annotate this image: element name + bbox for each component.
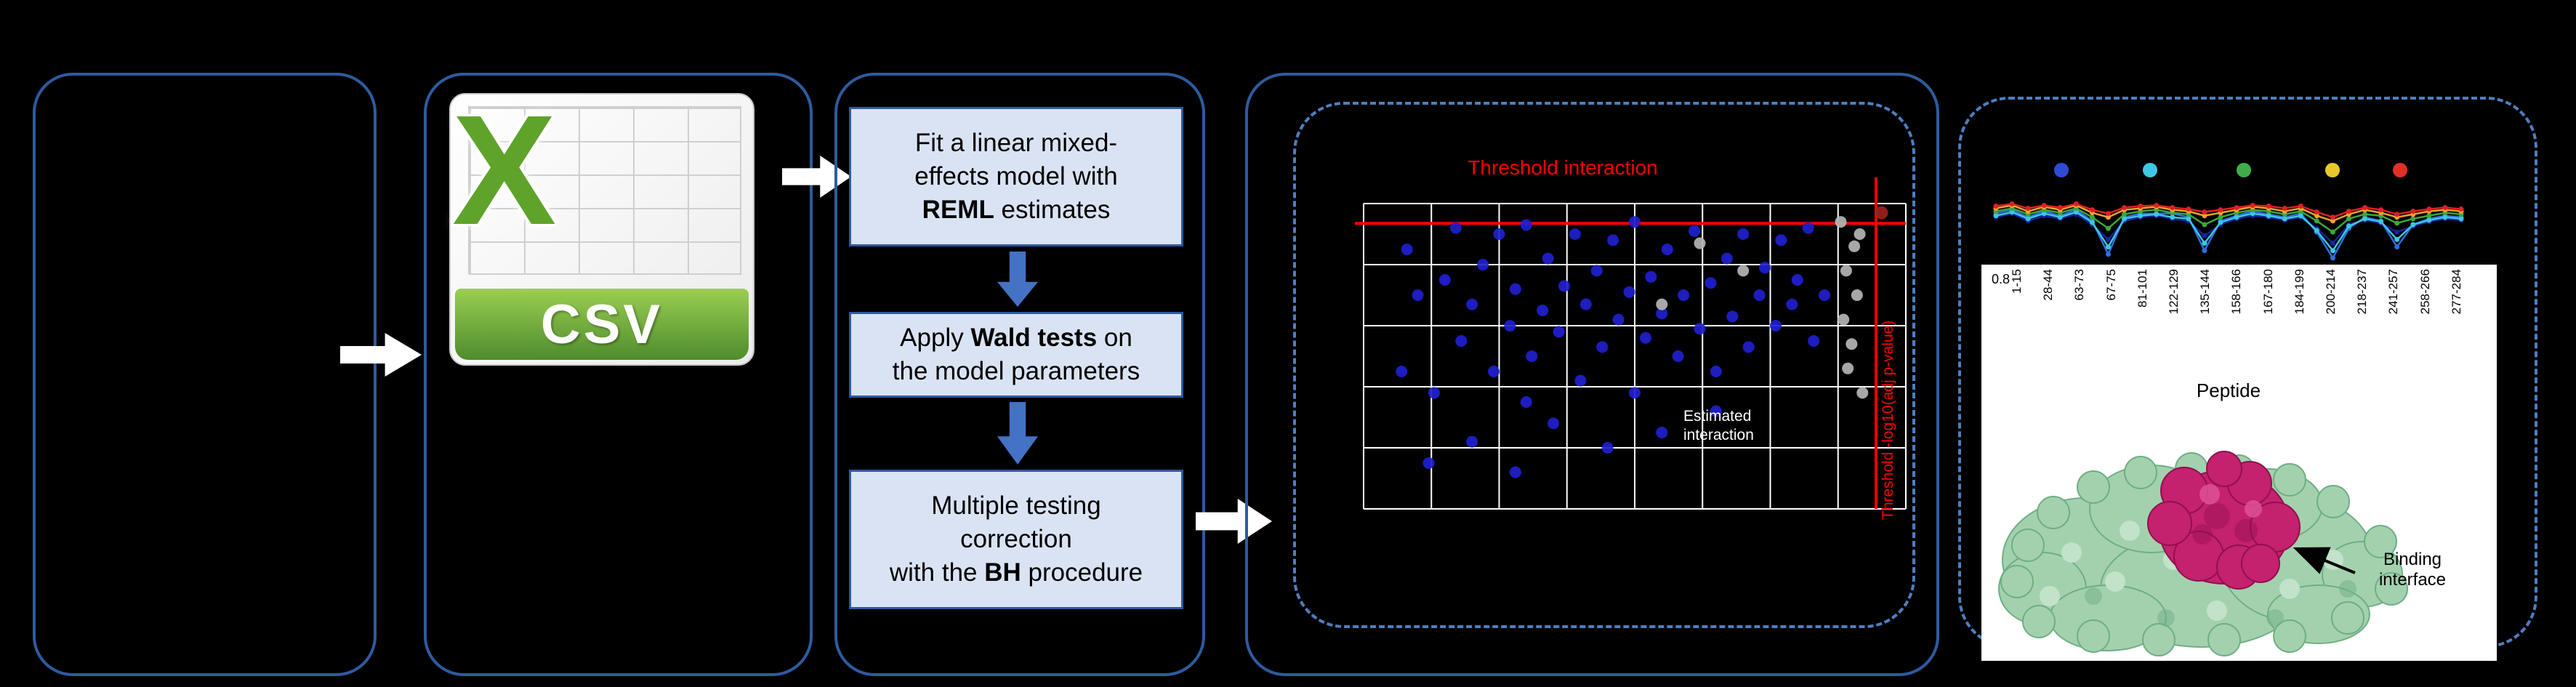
volcano-side-threshold-label: Threshold -log10(adj p-value) <box>1880 320 1896 520</box>
method-step-2: Apply Wald tests on the model parameters <box>849 312 1183 398</box>
peptide-tick: 122-129 <box>2167 269 2181 315</box>
excel-x-glyph: X <box>452 82 557 257</box>
peptide-tick: 184-199 <box>2292 269 2306 315</box>
peptide-tick: 167-180 <box>2261 269 2275 315</box>
method-step-2-text: Apply Wald tests on the model parameters <box>892 323 1140 385</box>
binding-interface-label: Binding interface <box>2378 550 2447 590</box>
volcano-panel <box>1245 73 1939 676</box>
peptide-tick: 258-266 <box>2418 269 2432 315</box>
peptide-tick: 218-237 <box>2355 269 2370 315</box>
peptide-tick: 158-166 <box>2229 269 2244 315</box>
csv-banner: CSV <box>455 289 749 360</box>
peptide-tick: 63-73 <box>2072 269 2087 301</box>
method-panel <box>834 73 1205 676</box>
peptide-tick: 28-44 <box>2041 269 2056 301</box>
peptide-tick: 200-214 <box>2324 269 2338 315</box>
volcano-axis-annotation: Estimated interaction <box>1683 408 1754 444</box>
peptide-tick: 241-257 <box>2386 269 2401 315</box>
volcano-threshold-title: Threshold interaction <box>1468 156 1658 179</box>
method-step-3: Multiple testing correction with the BH … <box>849 470 1183 609</box>
results-white-card: 0.8 1-15 28-44 63-73 67-75 81-101 122-129 135-… <box>1981 265 2497 661</box>
peptide-profile-chart <box>1993 163 2464 261</box>
method-step-3-text: Multiple testing correction with the BH … <box>889 491 1143 587</box>
csv-spreadsheet-grid <box>468 106 741 275</box>
method-step-1: Fit a linear mixed- effects model with R… <box>849 107 1183 246</box>
volcano-dashed-frame <box>1293 102 1915 628</box>
peptide-axis-title: Peptide <box>2196 379 2261 401</box>
peptide-tick: 1-15 <box>2010 269 2024 294</box>
volcano-scatter-plot <box>1355 177 1907 510</box>
csv-file-icon: X CSV <box>449 82 754 366</box>
method-step-1-text: Fit a linear mixed- effects model with R… <box>914 128 1118 225</box>
input-panel <box>33 73 377 676</box>
protein-structure-illustration <box>1998 451 2408 656</box>
peptide-tick: 81-101 <box>2135 269 2149 308</box>
profile-y-tick: 0.8 <box>1992 272 2011 286</box>
peptide-tick: 277-284 <box>2449 269 2463 315</box>
peptide-tick: 135-144 <box>2198 269 2213 315</box>
csv-panel <box>424 73 813 676</box>
peptide-tick: 67-75 <box>2104 269 2118 301</box>
